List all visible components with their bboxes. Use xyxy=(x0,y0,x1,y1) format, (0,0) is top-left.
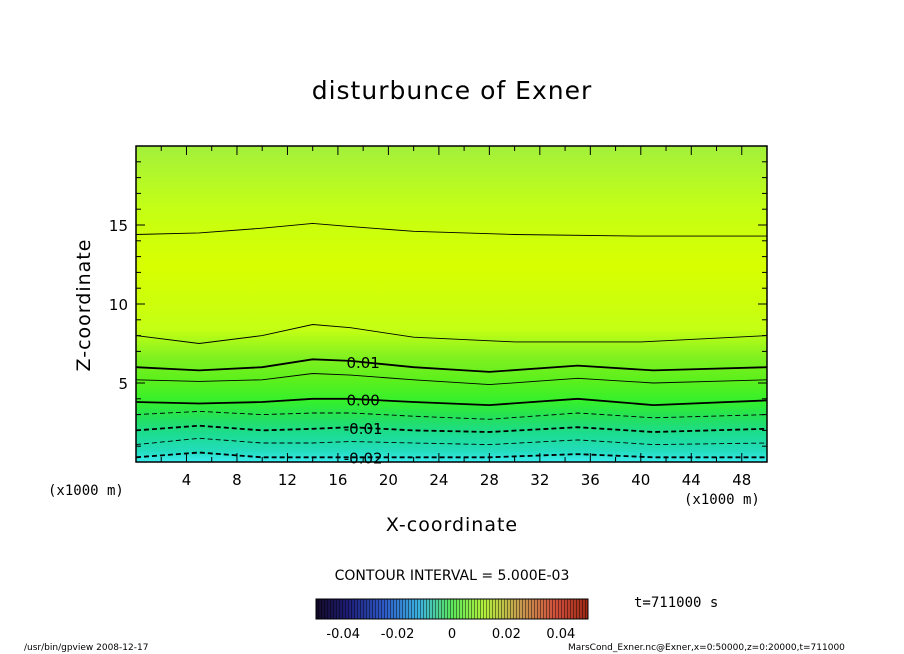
contour-line xyxy=(135,222,767,237)
colorbar-tick-label: 0.04 xyxy=(546,627,575,642)
x-tick-label: 16 xyxy=(328,471,347,489)
colorbar-ticks: -0.04 -0.02 0 0.02 0.04 xyxy=(326,627,575,642)
contour-line xyxy=(135,358,768,373)
x-tick-label: 4 xyxy=(182,471,192,489)
x-unit-right: (x1000 m) xyxy=(684,492,760,508)
x-ticks: 4 8 12 16 20 24 28 32 36 40 44 48 xyxy=(160,146,751,489)
x-tick-label: 48 xyxy=(732,471,751,489)
x-tick-label: 8 xyxy=(232,471,242,489)
contour-line xyxy=(135,324,768,344)
contour-line xyxy=(135,437,768,446)
x-tick-label: 32 xyxy=(530,471,549,489)
y-tick-label: 15 xyxy=(109,217,128,235)
x-axis-label: X-coordinate xyxy=(385,514,519,536)
contour-line xyxy=(135,451,767,459)
time-label: t=711000 s xyxy=(634,595,719,611)
x-tick-label: 44 xyxy=(682,471,701,489)
x-unit-left: (x1000 m) xyxy=(48,483,124,499)
contour-line xyxy=(135,410,768,420)
y-tick-label: 10 xyxy=(109,296,128,314)
contour-labels: 0.010.00-0.01-0.02 xyxy=(344,354,383,467)
contour-interval-label: CONTOUR INTERVAL = 5.000E-03 xyxy=(334,568,570,584)
contour-label: 0.00 xyxy=(346,391,379,409)
x-tick-label: 28 xyxy=(480,471,499,489)
footer-right: MarsCond_Exner.nc@Exner,x=0:50000,z=0:20… xyxy=(568,643,845,653)
chart-title: disturbunce of Exner xyxy=(311,76,593,105)
contour-label: -0.01 xyxy=(344,420,383,438)
colorbar-frame xyxy=(315,598,589,620)
y-ticks: 5 10 15 xyxy=(109,161,767,447)
x-tick-label: 24 xyxy=(429,471,448,489)
x-tick-label: 36 xyxy=(581,471,600,489)
contour-line xyxy=(135,397,768,407)
plot-field xyxy=(136,146,767,462)
x-tick-label: 40 xyxy=(631,471,650,489)
colorbar-tick-label: -0.04 xyxy=(326,627,360,642)
colorbar-stripes xyxy=(316,599,588,619)
x-tick-label: 12 xyxy=(278,471,297,489)
footer-left: /usr/bin/gpview 2008-12-17 xyxy=(24,643,149,653)
x-tick-label: 20 xyxy=(379,471,398,489)
contour-line xyxy=(135,424,768,433)
colorbar-tick-label: 0.02 xyxy=(492,627,521,642)
y-tick-label: 5 xyxy=(118,375,128,393)
contour-line xyxy=(135,373,768,386)
colorbar-tick-label: -0.02 xyxy=(381,627,415,642)
contour-label: 0.01 xyxy=(346,354,379,372)
colorbar-tick-label: 0 xyxy=(448,627,456,642)
contour-lines xyxy=(135,222,768,459)
